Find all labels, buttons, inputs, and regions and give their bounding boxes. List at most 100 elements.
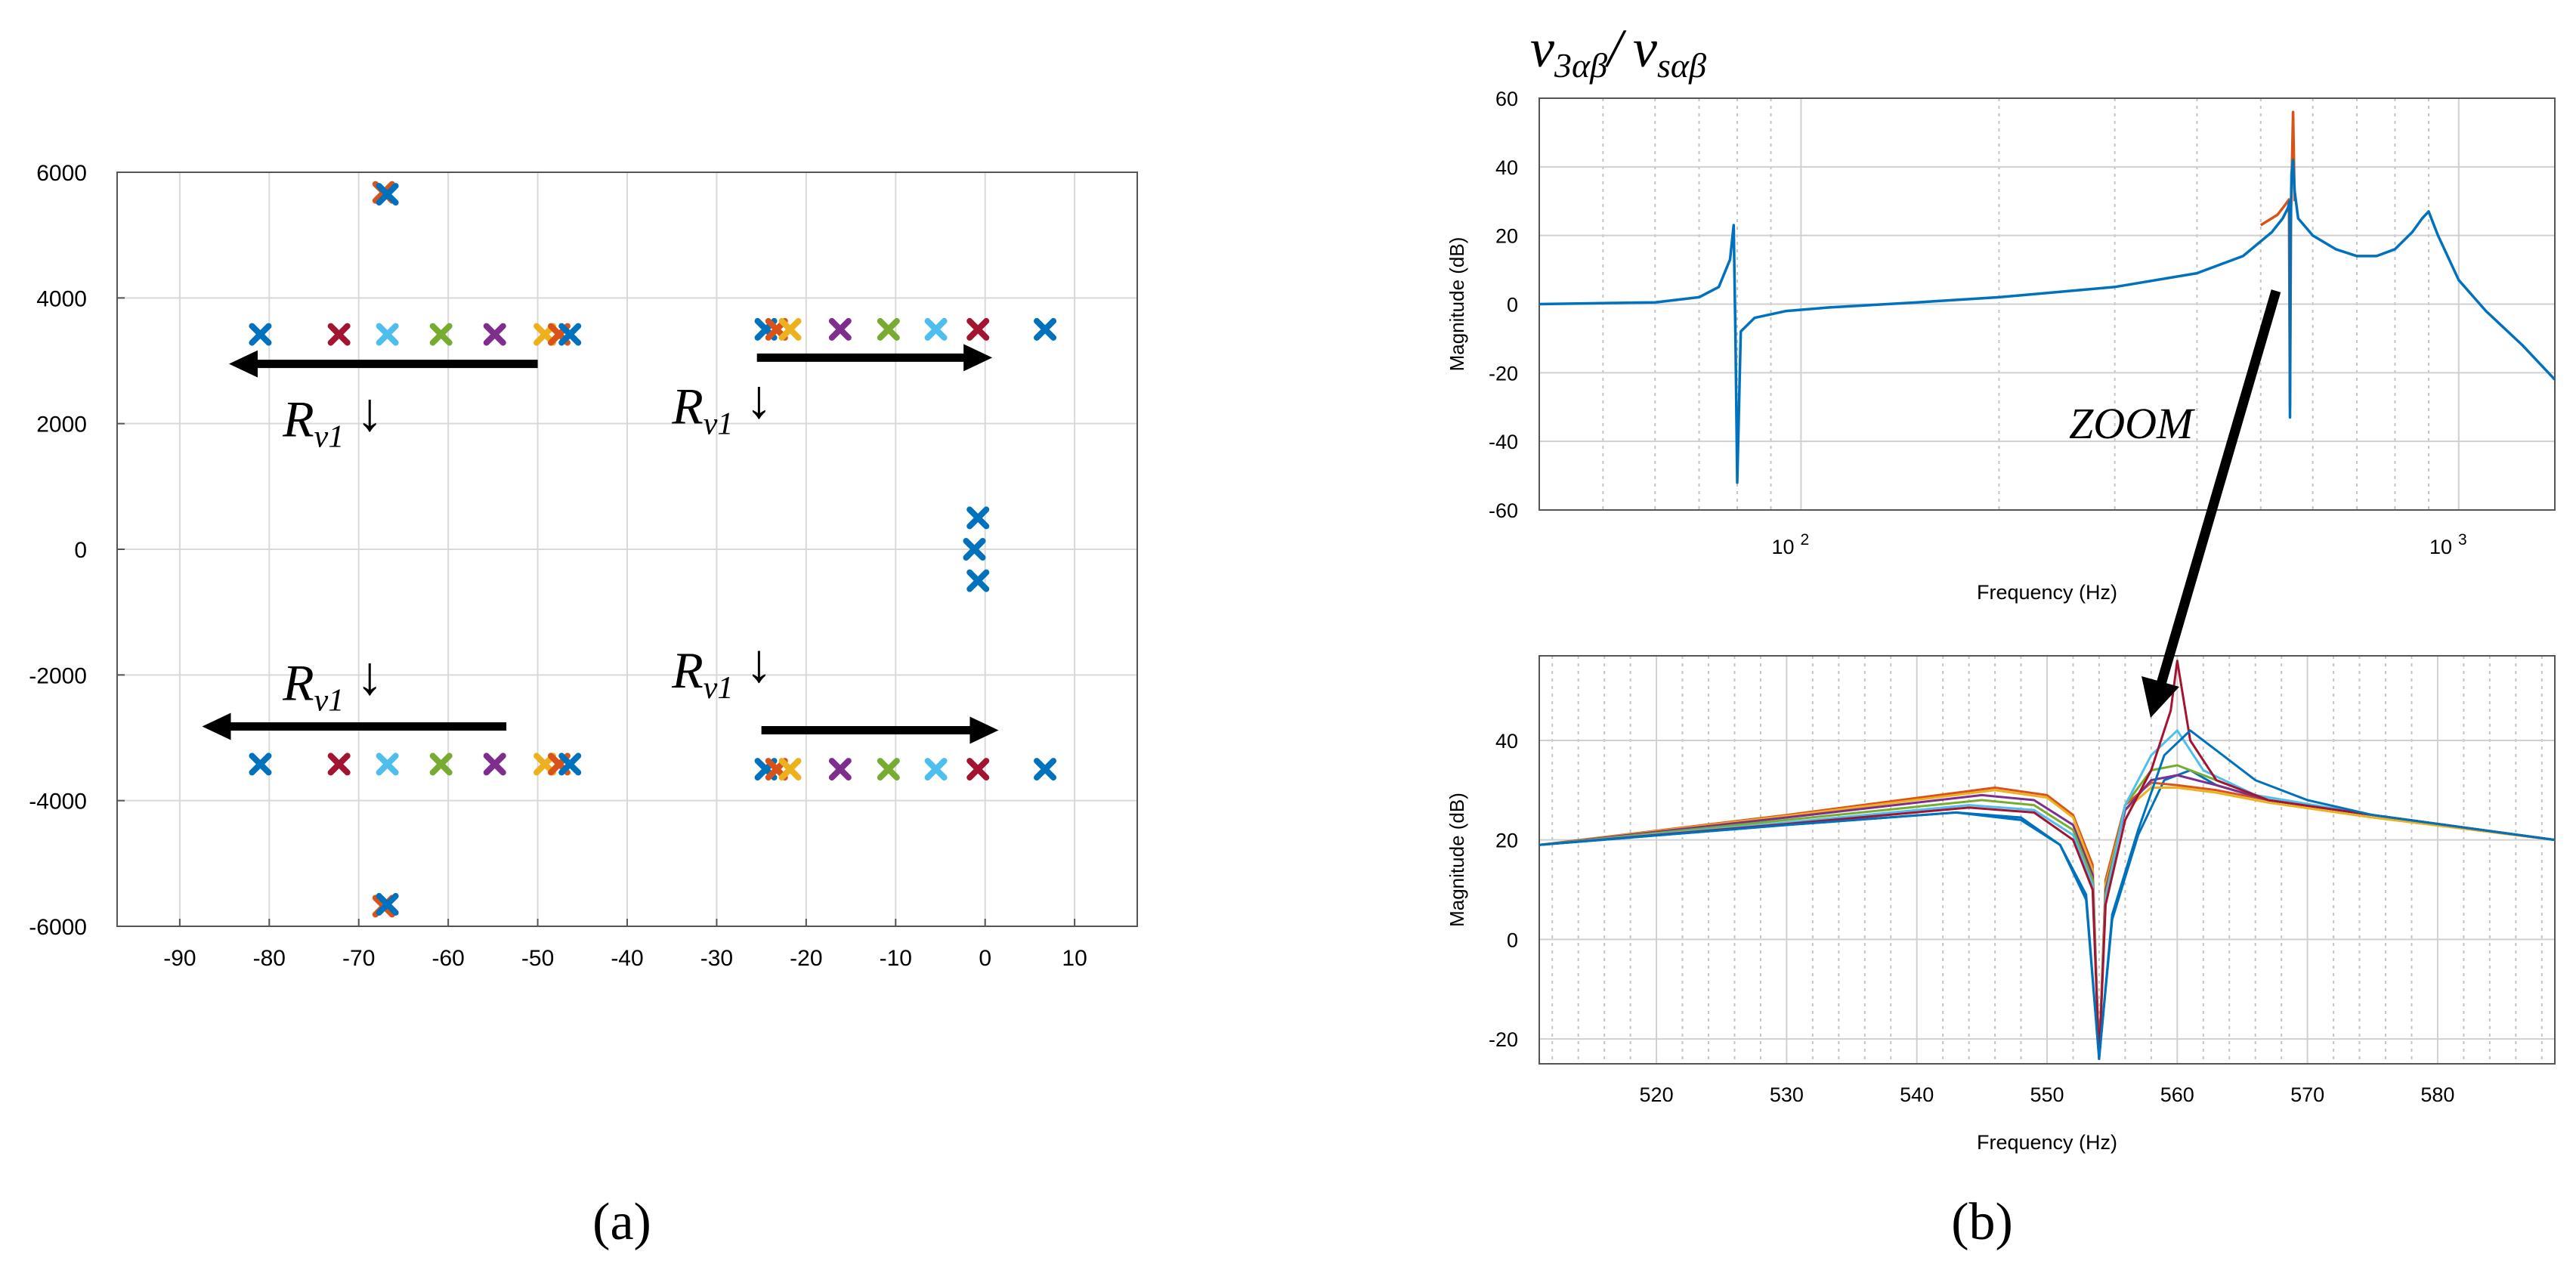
pole-marker <box>1034 758 1057 781</box>
y-tick-label: 40 <box>1495 156 1518 179</box>
rv1-direction-arrow <box>756 344 993 372</box>
y-tick-label: -40 <box>1489 431 1518 453</box>
pole-marker-stroke <box>828 317 852 341</box>
pole-marker-stroke <box>966 758 990 781</box>
pole-marker <box>877 317 900 341</box>
pole-marker-stroke <box>1034 317 1057 341</box>
pole-marker-stroke <box>327 323 351 346</box>
pole-marker-stroke <box>877 758 900 781</box>
rv1-direction-arrow <box>229 350 538 378</box>
pole-map-plot: -90 -80 -70 -60 -50 -40 -30 -20 -10 0 10 6000 4000 20… <box>29 161 1138 971</box>
pole-marker <box>483 323 506 346</box>
x-tick-label: -50 <box>521 946 554 971</box>
x-tick-label: -60 <box>431 946 464 971</box>
x-tick-label: 10 <box>1062 946 1087 971</box>
pole-marker-stroke <box>558 323 582 346</box>
pole-marker <box>558 323 582 346</box>
series-line <box>1538 159 2556 484</box>
pole-marker <box>924 317 948 341</box>
y-tick-label: 6000 <box>36 161 87 186</box>
x-tick-label: 560 <box>2160 1083 2194 1106</box>
pole-marker <box>778 317 802 341</box>
x-axis-label: Frequency (Hz) <box>1977 581 2117 604</box>
pole-marker <box>376 183 399 206</box>
pole-marker <box>429 323 453 346</box>
y-tick-label: 60 <box>1495 88 1518 110</box>
y-tick-label: 20 <box>1495 225 1518 248</box>
x-tick-label: -20 <box>790 946 822 971</box>
plot-frame <box>1538 655 2556 1065</box>
x-tick-label: -40 <box>611 946 643 971</box>
arrow-head <box>229 350 258 378</box>
arrow-head <box>963 344 993 372</box>
pole-marker <box>429 753 453 776</box>
rv1-label: Rv1 ↓ <box>671 369 772 442</box>
pole-marker <box>483 753 506 776</box>
x-tick-label: 570 <box>2290 1083 2324 1106</box>
pole-marker <box>249 323 272 346</box>
rv1-direction-arrow <box>202 712 507 740</box>
y-tick-label: 0 <box>1507 929 1518 951</box>
pole-marker-stroke <box>376 183 399 206</box>
y-tick-label: -60 <box>1489 499 1518 522</box>
zoom-arrow <box>2142 289 2281 718</box>
bode-zoom-plot: 520 530 540 550 560 570 580 40 20 0 -20 Frequency (… <box>1446 655 2556 1154</box>
pole-marker-stroke <box>376 892 399 916</box>
x-tick-label: 10 3 <box>2429 531 2467 558</box>
pole-marker <box>966 317 990 341</box>
pole-marker-stroke <box>249 753 272 776</box>
pole-marker <box>828 317 852 341</box>
pole-marker <box>877 758 900 781</box>
rv1-label: Rv1 ↓ <box>282 646 383 719</box>
zoom-label: ZOOM <box>2069 399 2195 448</box>
x-tick-label: -90 <box>163 946 196 971</box>
pole-marker <box>924 758 948 781</box>
arrow-head <box>969 716 999 744</box>
series-line <box>1539 660 2555 1060</box>
rv1-direction-arrow <box>761 716 999 744</box>
x-tick-label: 580 <box>2420 1083 2454 1106</box>
pole-marker <box>966 569 990 592</box>
pole-marker <box>327 753 351 776</box>
plot-frame <box>116 172 1138 927</box>
x-tick-label: 0 <box>979 946 991 971</box>
y-tick-label: 20 <box>1495 830 1518 852</box>
pole-marker <box>966 758 990 781</box>
arrow-head <box>202 712 231 740</box>
y-tick-label: 40 <box>1495 730 1518 753</box>
x-axis-label: Frequency (Hz) <box>1977 1131 2117 1154</box>
rv1-label: Rv1 ↓ <box>282 382 383 454</box>
pole-marker-stroke <box>429 323 453 346</box>
y-tick-label: 0 <box>1507 294 1518 317</box>
pole-marker-stroke <box>483 323 506 346</box>
x-tick-label: 520 <box>1640 1083 1674 1106</box>
pole-marker <box>558 753 582 776</box>
pole-marker-stroke <box>966 506 990 530</box>
x-tick-label: -70 <box>342 946 375 971</box>
pole-marker-stroke <box>778 317 802 341</box>
pole-marker <box>327 323 351 346</box>
pole-marker <box>778 758 802 781</box>
x-tick-label: -80 <box>253 946 286 971</box>
series-line <box>1539 787 2555 1060</box>
pole-marker-stroke <box>966 569 990 592</box>
y-tick-label: -6000 <box>29 915 87 940</box>
transfer-function-title: v3αβ/vsαβ <box>1530 18 1706 85</box>
pole-marker <box>376 323 399 346</box>
x-tick-label: -10 <box>880 946 912 971</box>
pole-marker-stroke <box>327 753 351 776</box>
y-axis-label: Magnitude (dB) <box>1446 793 1468 927</box>
y-tick-label: -4000 <box>29 790 87 814</box>
series-line <box>1539 781 2555 1060</box>
pole-marker-stroke <box>558 753 582 776</box>
x-tick-label: 530 <box>1770 1083 1804 1106</box>
pole-marker-stroke <box>924 758 948 781</box>
y-tick-label: 4000 <box>36 286 87 311</box>
x-tick-label: -30 <box>700 946 733 971</box>
pole-marker-stroke <box>1034 758 1057 781</box>
pole-marker-stroke <box>963 538 986 561</box>
pole-marker <box>376 892 399 916</box>
panel-label-a: (a) <box>592 1193 651 1251</box>
x-tick-label: 10 2 <box>1772 531 1810 558</box>
